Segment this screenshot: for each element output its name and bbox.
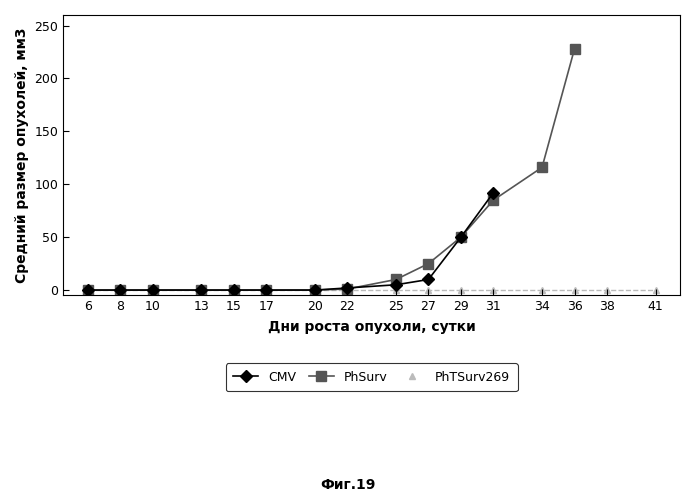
PhSurv [83, 287, 92, 293]
PhTSurv269 [538, 287, 546, 293]
Line: CMV: CMV [83, 189, 498, 294]
CMV [489, 190, 498, 196]
PhTSurv269 [83, 287, 92, 293]
PhSurv [489, 197, 498, 203]
PhSurv [197, 287, 206, 293]
PhSurv [116, 287, 124, 293]
PhSurv [229, 287, 238, 293]
PhTSurv269 [424, 287, 432, 293]
PhTSurv269 [229, 287, 238, 293]
PhSurv [392, 276, 400, 282]
PhSurv [424, 260, 432, 266]
Legend: CMV, PhSurv, PhTSurv269: CMV, PhSurv, PhTSurv269 [226, 363, 518, 391]
PhTSurv269 [311, 287, 319, 293]
Text: Фиг.19: Фиг.19 [320, 478, 375, 492]
Line: PhSurv: PhSurv [83, 44, 580, 295]
PhTSurv269 [603, 287, 611, 293]
PhSurv [457, 234, 465, 240]
PhSurv [311, 287, 319, 293]
X-axis label: Дни роста опухоли, сутки: Дни роста опухоли, сутки [268, 320, 475, 334]
PhTSurv269 [392, 287, 400, 293]
CMV [343, 285, 352, 291]
CMV [262, 287, 270, 293]
PhTSurv269 [571, 287, 579, 293]
CMV [311, 287, 319, 293]
PhSurv [262, 287, 270, 293]
CMV [229, 287, 238, 293]
CMV [197, 287, 206, 293]
PhTSurv269 [651, 287, 660, 293]
PhTSurv269 [262, 287, 270, 293]
PhTSurv269 [116, 287, 124, 293]
CMV [148, 287, 156, 293]
CMV [116, 287, 124, 293]
CMV [83, 287, 92, 293]
PhSurv [148, 287, 156, 293]
CMV [392, 282, 400, 288]
PhSurv [343, 286, 352, 292]
PhTSurv269 [148, 287, 156, 293]
PhTSurv269 [489, 287, 498, 293]
CMV [424, 276, 432, 282]
Line: PhTSurv269: PhTSurv269 [84, 286, 659, 293]
PhTSurv269 [197, 287, 206, 293]
PhTSurv269 [457, 287, 465, 293]
PhTSurv269 [343, 287, 352, 293]
CMV [457, 234, 465, 240]
PhSurv [538, 164, 546, 170]
PhSurv [571, 46, 579, 52]
Y-axis label: Средний размер опухолей, мм3: Средний размер опухолей, мм3 [15, 27, 29, 283]
